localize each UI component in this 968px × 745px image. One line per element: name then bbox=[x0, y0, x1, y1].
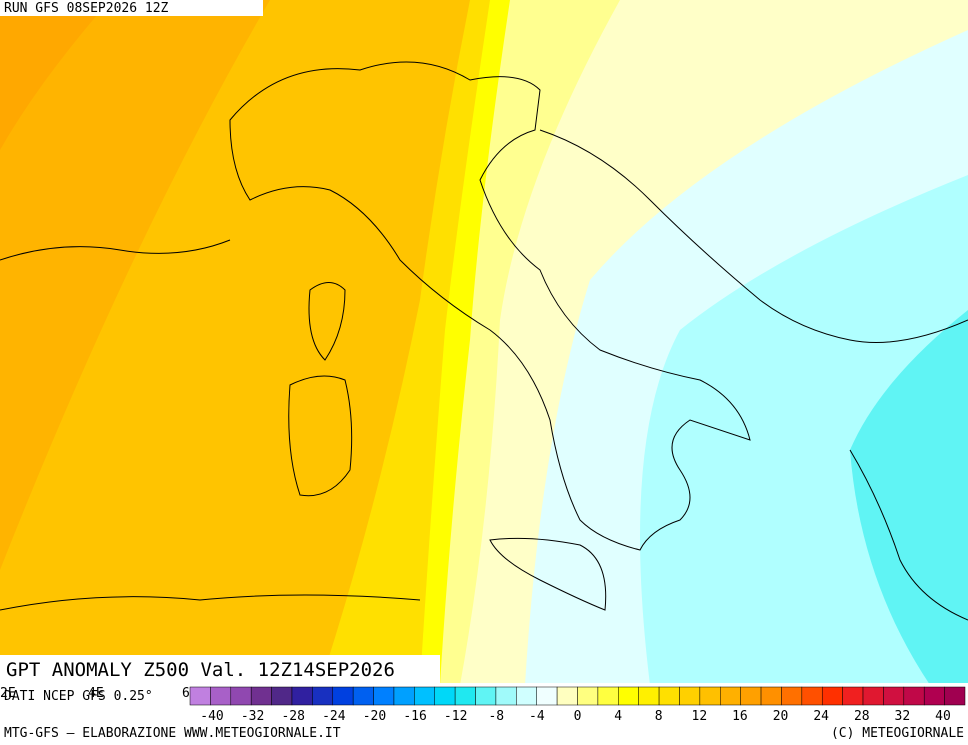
colorbar-tick-label: 12 bbox=[692, 709, 708, 724]
colorbar-tick-label: 28 bbox=[854, 709, 870, 724]
colorbar-tick-label: 16 bbox=[732, 709, 748, 724]
lon-label: 2E bbox=[0, 686, 16, 701]
colorbar-tick-label: 24 bbox=[813, 709, 829, 724]
colorbar-tick-label: -4 bbox=[529, 709, 545, 724]
colorbar-swatch bbox=[373, 686, 395, 706]
title-box bbox=[0, 655, 440, 683]
colorbar-swatch bbox=[312, 686, 334, 706]
colorbar-tick-label: -24 bbox=[322, 709, 346, 724]
colorbar-tick-label: 8 bbox=[655, 709, 663, 724]
colorbar-swatch bbox=[536, 686, 558, 706]
colorbar-tick-label: 20 bbox=[773, 709, 789, 724]
colorbar-tick-label: 0 bbox=[574, 709, 582, 724]
colorbar-swatch bbox=[210, 686, 232, 706]
data-source: DATI NCEP GFS 0.25° bbox=[4, 689, 153, 704]
coastlines bbox=[0, 61, 968, 621]
colorbar-swatch bbox=[454, 686, 476, 706]
map-title: GPT ANOMALY Z500 Val. 12Z14SEP2026 bbox=[6, 659, 395, 681]
colorbar-swatch bbox=[903, 686, 925, 706]
colorbar-swatch bbox=[720, 686, 741, 706]
colorbar-swatch bbox=[434, 686, 456, 706]
colorbar-tick-label: -32 bbox=[241, 709, 264, 724]
colorbar-swatch bbox=[923, 686, 945, 706]
colorbar-tick-label: -20 bbox=[363, 709, 386, 724]
colorbar-swatch bbox=[475, 686, 497, 706]
colorbar-swatch bbox=[516, 686, 537, 706]
anomaly-field bbox=[0, 0, 968, 685]
colorbar-tick-label: 40 bbox=[935, 709, 951, 724]
colorbar-tick-label: -28 bbox=[281, 709, 304, 724]
colorbar-swatch bbox=[658, 686, 680, 706]
colorbar-swatch bbox=[271, 686, 293, 706]
footer-left: MTG-GFS — ELABORAZIONE WWW.METEOGIORNALE… bbox=[4, 726, 341, 741]
colorbar-swatch bbox=[781, 686, 803, 706]
colorbar-swatch bbox=[638, 686, 660, 706]
colorbar-swatch bbox=[699, 686, 721, 706]
colorbar-tick-label: -12 bbox=[444, 709, 467, 724]
colorbar-swatch bbox=[495, 686, 517, 706]
colorbar-tick-label: -8 bbox=[488, 709, 504, 724]
colorbar-swatch bbox=[679, 686, 701, 706]
colorbar-tick-label: 4 bbox=[614, 709, 622, 724]
colorbar-tick-label: 32 bbox=[895, 709, 911, 724]
colorbar-tick-label: -16 bbox=[403, 709, 426, 724]
colorbar-swatch bbox=[862, 686, 884, 706]
colorbar-swatch bbox=[230, 686, 252, 706]
colorbar-swatch bbox=[740, 686, 762, 706]
colorbar-swatch bbox=[597, 686, 619, 706]
lon-label: 4E bbox=[88, 686, 104, 701]
colorbar-swatch bbox=[250, 686, 272, 706]
colorbar-swatch bbox=[944, 686, 966, 706]
colorbar-swatch bbox=[291, 686, 313, 706]
colorbar-swatch bbox=[189, 686, 211, 706]
colorbar-swatch bbox=[842, 686, 864, 706]
colorbar-swatch bbox=[821, 686, 843, 706]
colorbar-swatch bbox=[556, 686, 578, 706]
colorbar-tick-label: -40 bbox=[200, 709, 223, 724]
colorbar-swatch bbox=[393, 686, 415, 706]
colorbar: -40 -32 -28 -24 -20 -16 -12 -8 -4 0 4 8 12 16 20 24 28 32… bbox=[189, 686, 966, 724]
colorbar-swatch bbox=[352, 686, 374, 706]
footer-right: (C) METEOGIORNALE bbox=[831, 726, 964, 741]
colorbar-swatch bbox=[414, 686, 435, 706]
run-label: RUN GFS 08SEP2026 12Z bbox=[4, 1, 169, 16]
header-box bbox=[0, 0, 263, 16]
colorbar-swatch bbox=[577, 686, 599, 706]
colorbar-swatch bbox=[332, 686, 354, 706]
colorbar-swatch bbox=[618, 686, 639, 706]
colorbar-swatch bbox=[801, 686, 823, 706]
colorbar-swatch bbox=[883, 686, 905, 706]
colorbar-swatch bbox=[760, 686, 782, 706]
